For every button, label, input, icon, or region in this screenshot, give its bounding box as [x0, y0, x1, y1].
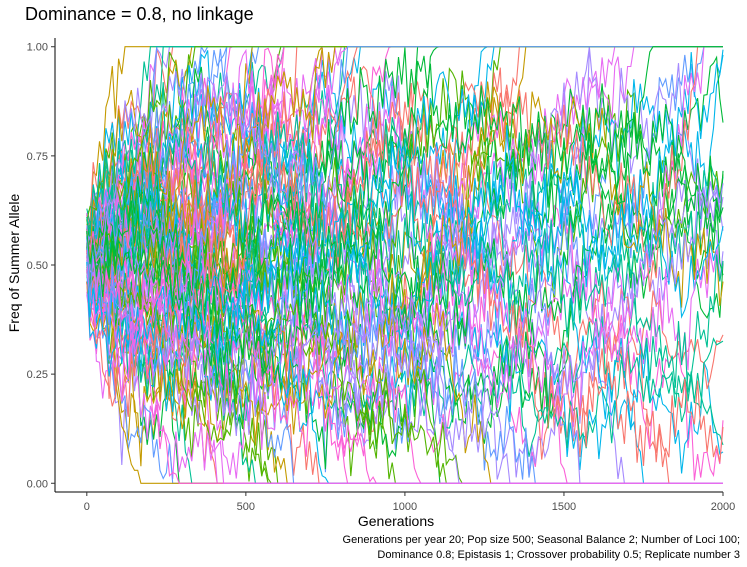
chart-title: Dominance = 0.8, no linkage [25, 4, 254, 24]
y-tick-label: 1.00 [27, 42, 48, 54]
y-axis-title: Freq of Summer Allele [6, 194, 22, 333]
y-tick-label: 0.25 [27, 369, 48, 381]
y-tick-label: 0.75 [27, 151, 48, 163]
x-tick-label: 0 [84, 501, 90, 513]
x-tick-label: 1500 [552, 501, 576, 513]
x-tick-label: 1000 [393, 501, 417, 513]
series-line [86, 82, 724, 402]
series-line [86, 46, 723, 391]
series-line [86, 103, 724, 399]
caption-line-1: Generations per year 20; Pop size 500; S… [343, 534, 740, 546]
caption-line-2: Dominance 0.8; Epistasis 1; Crossover pr… [377, 549, 740, 561]
series-line [86, 46, 723, 325]
axis-ticks: 0 500 1000 1500 2000 0.00 0.25 0.50 0.75 1.00 [27, 42, 736, 513]
x-axis-title: Generations [358, 513, 434, 529]
x-tick-label: 2000 [711, 501, 735, 513]
series-line [86, 104, 724, 468]
series-line [86, 52, 724, 392]
x-tick-label: 500 [237, 501, 255, 513]
series-line [86, 88, 724, 460]
y-tick-label: 0.50 [27, 260, 48, 272]
plot-area [86, 45, 724, 484]
y-tick-label: 0.00 [27, 478, 48, 490]
series-line [86, 256, 723, 484]
